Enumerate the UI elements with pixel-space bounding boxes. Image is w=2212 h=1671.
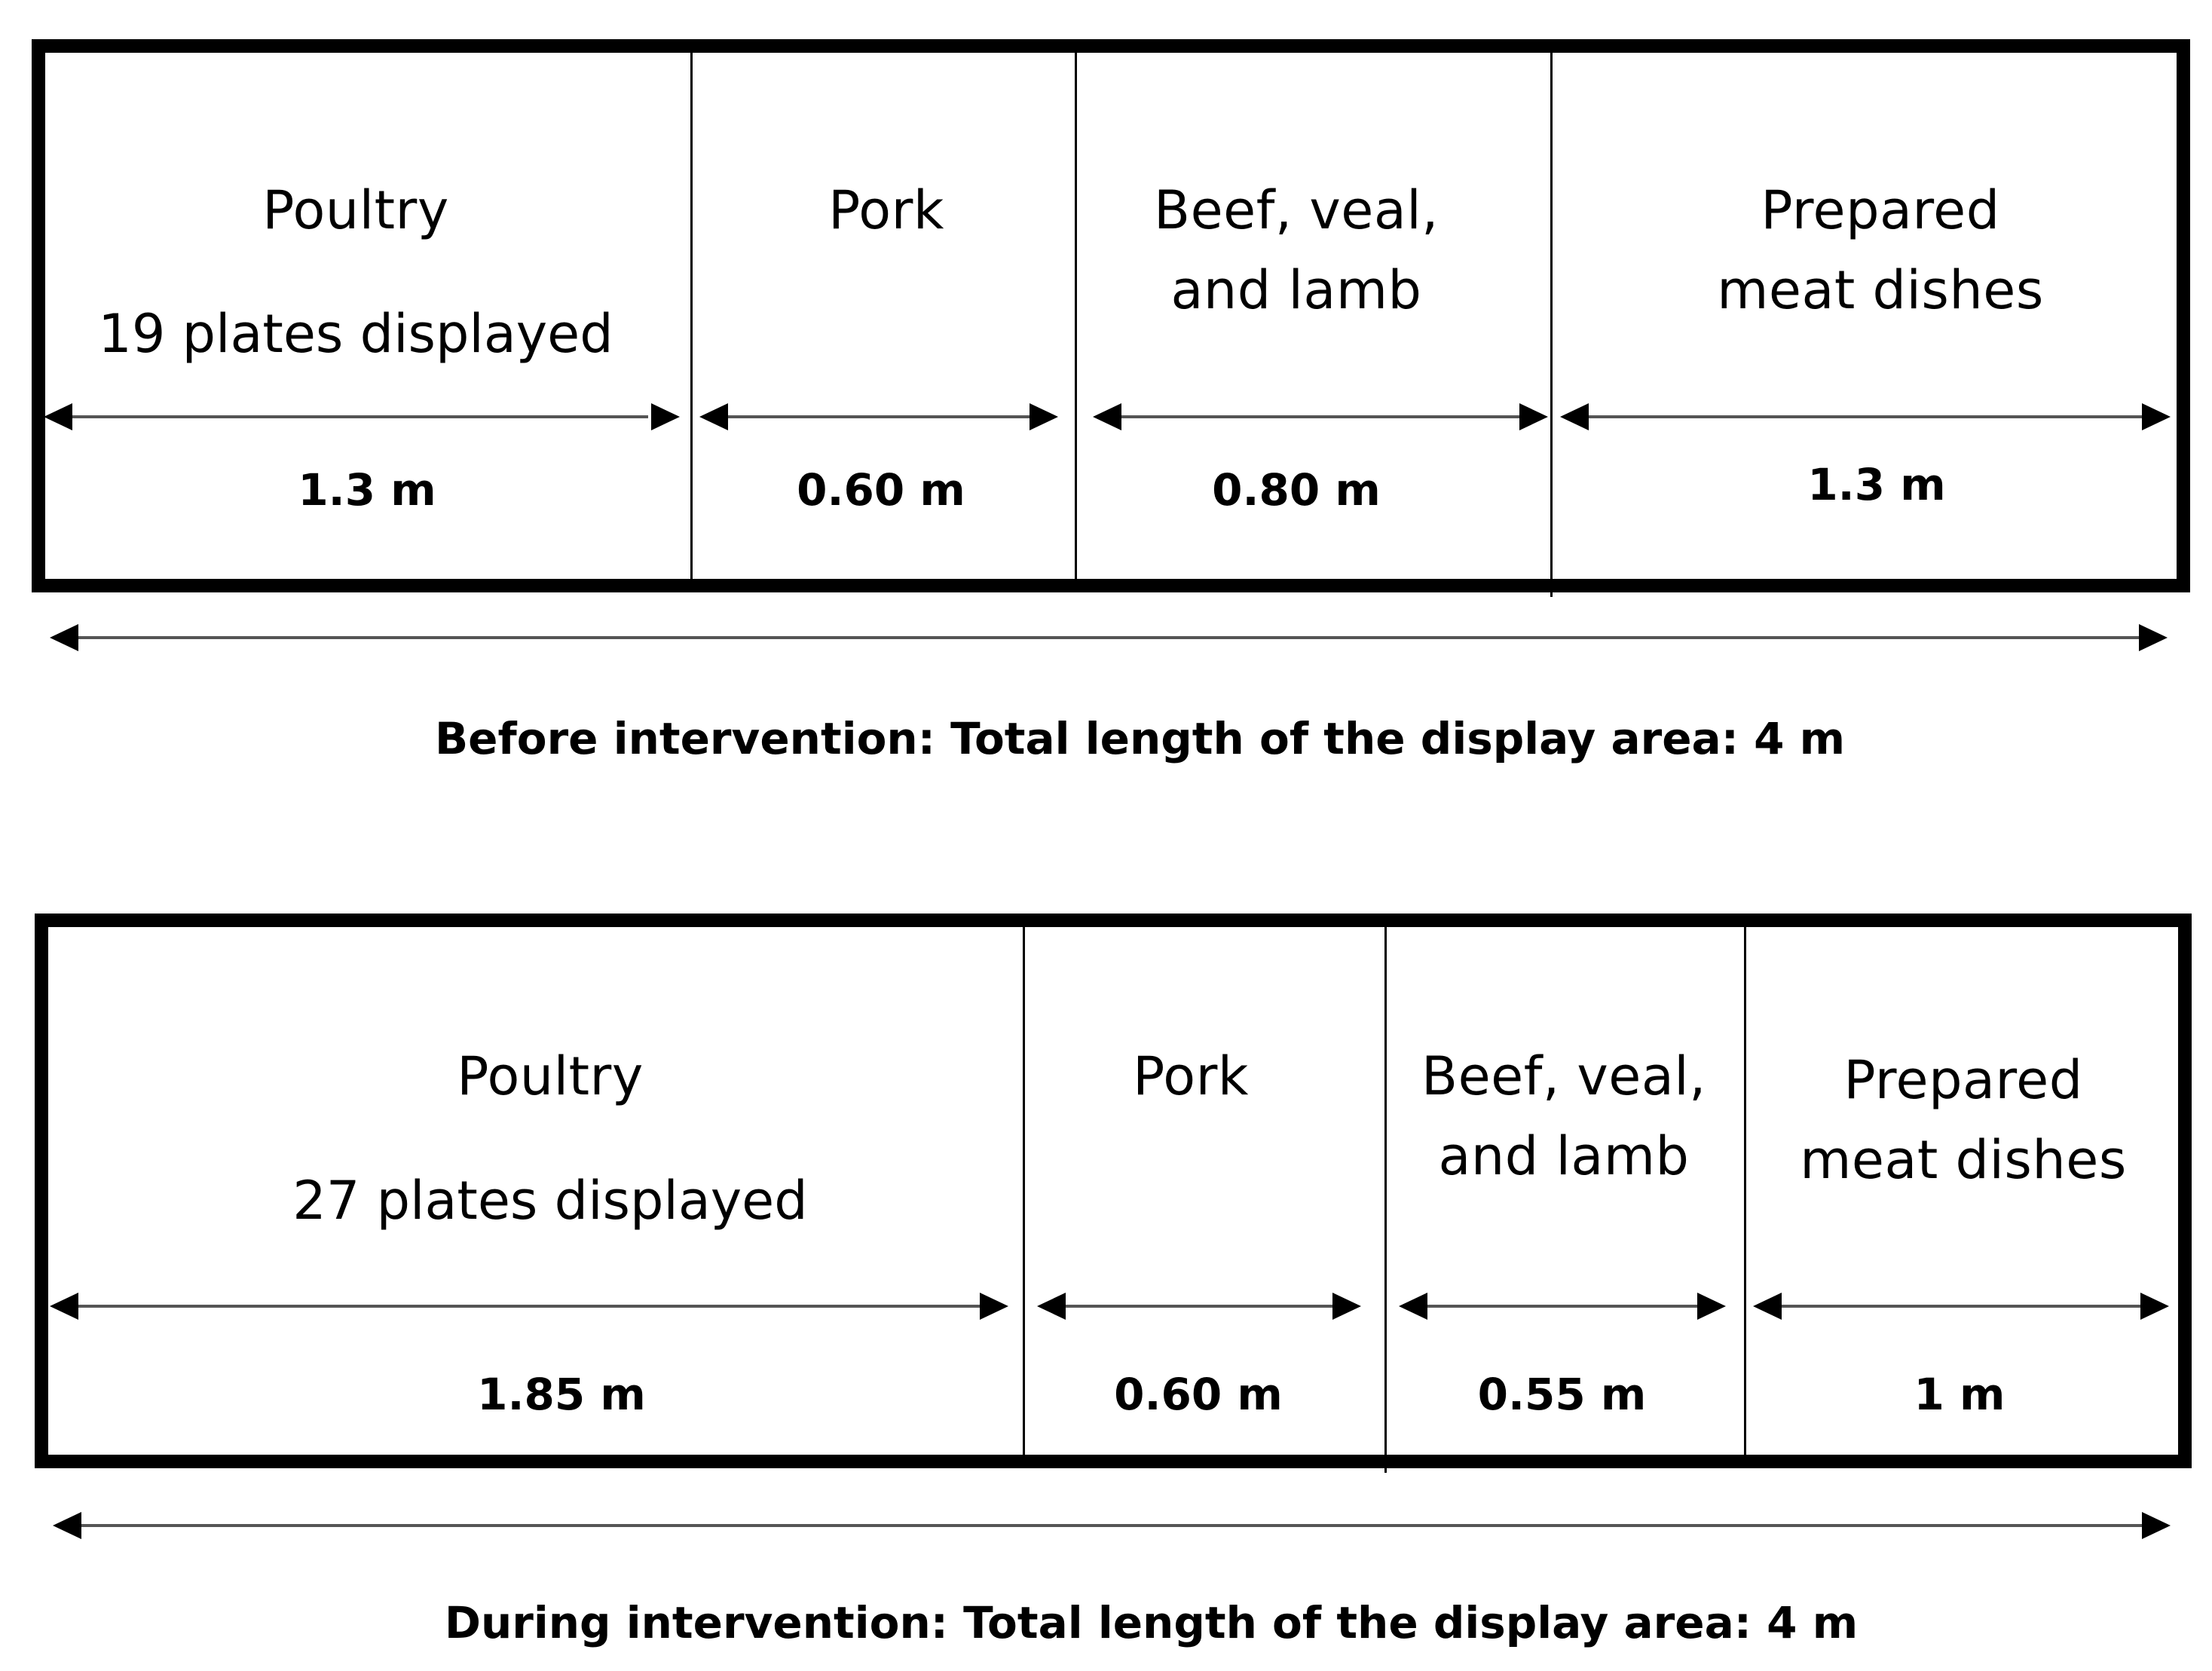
before-section-prepared-name-line2: meat dishes [1717, 259, 2044, 321]
before-section-poultry-length: 1.3 m [298, 464, 436, 516]
before-display-frame [32, 39, 2190, 592]
before-section-beef-length: 0.80 m [1212, 464, 1381, 516]
before-section-pork-name: Pork [828, 179, 944, 241]
before-divider-3 [1550, 50, 1553, 597]
before-caption: Before intervention: Total length of the… [434, 713, 1846, 764]
during-display-frame [35, 914, 2192, 1468]
during-section-prepared-name-line2: meat dishes [1800, 1129, 2127, 1191]
during-section-pork-name: Pork [1133, 1045, 1249, 1107]
before-section-poultry-plates: 19 plates displayed [98, 303, 613, 365]
during-section-beef-name-line2: and lamb [1438, 1125, 1690, 1187]
before-section-prepared-length: 1.3 m [1807, 459, 1946, 510]
before-section-poultry-name: Poultry [262, 179, 449, 241]
before-section-pork-length: 0.60 m [797, 464, 965, 516]
during-section-prepared-name-line1: Prepared [1843, 1049, 2083, 1111]
during-caption: During intervention: Total length of the… [444, 1597, 1859, 1648]
during-section-poultry-length: 1.85 m [477, 1369, 646, 1420]
during-section-pork-length: 0.60 m [1114, 1369, 1283, 1420]
before-divider-2 [1075, 50, 1077, 582]
during-divider-3 [1744, 924, 1746, 1458]
before-divider-1 [690, 50, 693, 582]
before-section-beef-name-line2: and lamb [1170, 259, 1422, 321]
during-section-prepared-length: 1 m [1914, 1369, 2005, 1420]
during-section-beef-name-line1: Beef, veal, [1421, 1045, 1706, 1107]
before-section-prepared-name-line1: Prepared [1761, 179, 2000, 241]
during-divider-1 [1023, 924, 1025, 1458]
during-divider-2 [1384, 924, 1387, 1473]
during-section-poultry-name: Poultry [457, 1045, 644, 1107]
before-section-beef-name-line1: Beef, veal, [1154, 179, 1439, 241]
during-section-beef-length: 0.55 m [1477, 1369, 1647, 1420]
during-section-poultry-plates: 27 plates displayed [292, 1170, 808, 1232]
